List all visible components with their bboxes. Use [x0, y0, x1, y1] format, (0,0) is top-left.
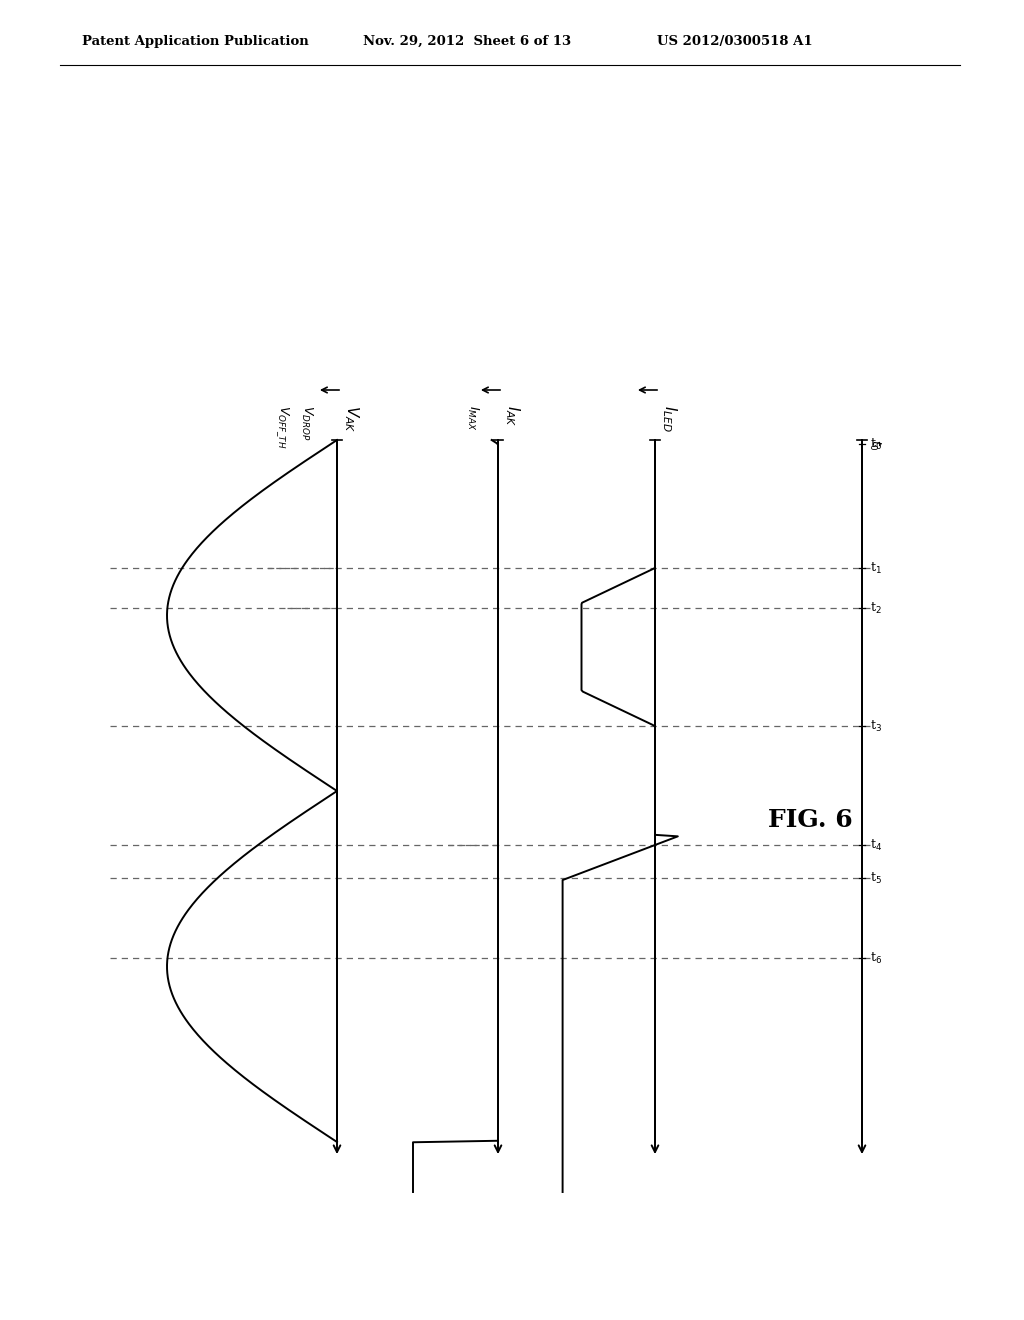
Text: Patent Application Publication: Patent Application Publication [82, 36, 309, 48]
Text: t$_{5}$: t$_{5}$ [870, 870, 882, 886]
Text: FIG. 6: FIG. 6 [768, 808, 852, 832]
Text: t$_{4}$: t$_{4}$ [870, 837, 882, 853]
Text: $I_{MAX}$: $I_{MAX}$ [466, 405, 480, 430]
Text: $I_{LED}$: $I_{LED}$ [660, 405, 679, 432]
Text: t$_{2}$: t$_{2}$ [870, 601, 882, 615]
Text: $V_{OFF\_TH}$: $V_{OFF\_TH}$ [273, 405, 291, 449]
Text: $I_{AK}$: $I_{AK}$ [503, 405, 521, 426]
Text: $t_0$: $t_0$ [867, 440, 882, 451]
Text: t$_{0}$: t$_{0}$ [870, 437, 882, 451]
Text: Nov. 29, 2012  Sheet 6 of 13: Nov. 29, 2012 Sheet 6 of 13 [362, 36, 571, 48]
Text: t$_{3}$: t$_{3}$ [870, 718, 882, 734]
Text: t$_{1}$: t$_{1}$ [870, 561, 882, 576]
Text: US 2012/0300518 A1: US 2012/0300518 A1 [657, 36, 813, 48]
Text: t$_{6}$: t$_{6}$ [870, 950, 882, 965]
Text: $V_{DROP}$: $V_{DROP}$ [299, 405, 314, 441]
Text: $V_{AK}$: $V_{AK}$ [342, 405, 360, 433]
